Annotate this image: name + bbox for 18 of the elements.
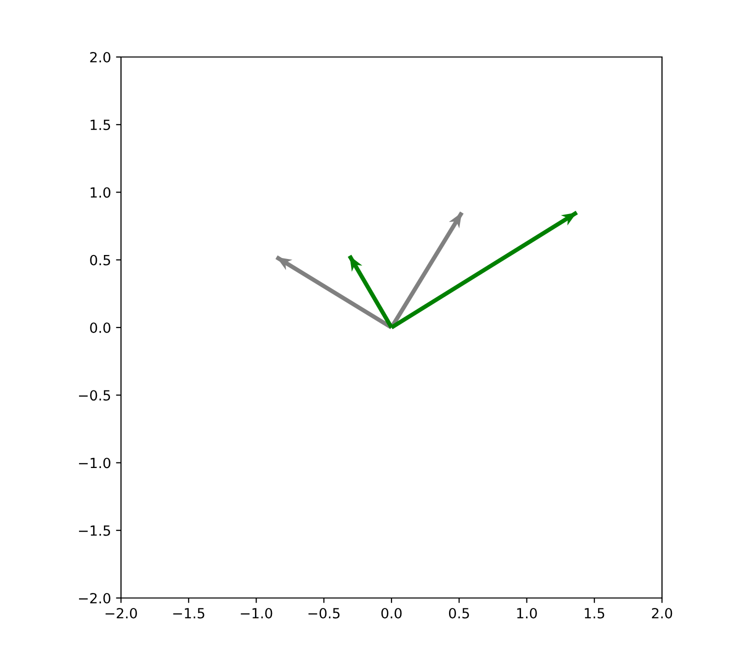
y-tick-label: −1.5: [79, 526, 110, 536]
y-tick-label: 1.0: [90, 187, 110, 198]
x-tick-label: 0.0: [381, 608, 402, 618]
x-tick-label: 2.0: [652, 608, 672, 618]
y-tick-label: −2.0: [79, 592, 110, 604]
x-tick-label: −1.5: [173, 608, 204, 618]
x-tick-label: 0.5: [448, 608, 469, 618]
y-tick-label: −1.0: [79, 458, 110, 468]
y-tick-label: 1.5: [90, 120, 110, 130]
y-tick-label: 2.0: [90, 52, 110, 62]
x-tick-label: 1.5: [584, 608, 604, 618]
x-tick-label: −1.0: [240, 608, 272, 618]
x-tick-label: −2.0: [106, 608, 137, 618]
y-tick-label: 0.0: [90, 322, 110, 333]
x-tick-label: −0.5: [308, 608, 340, 618]
y-tick-label: 0.5: [90, 254, 110, 266]
x-tick-label: 1.0: [517, 608, 537, 618]
y-tick-label: −0.5: [79, 390, 110, 401]
